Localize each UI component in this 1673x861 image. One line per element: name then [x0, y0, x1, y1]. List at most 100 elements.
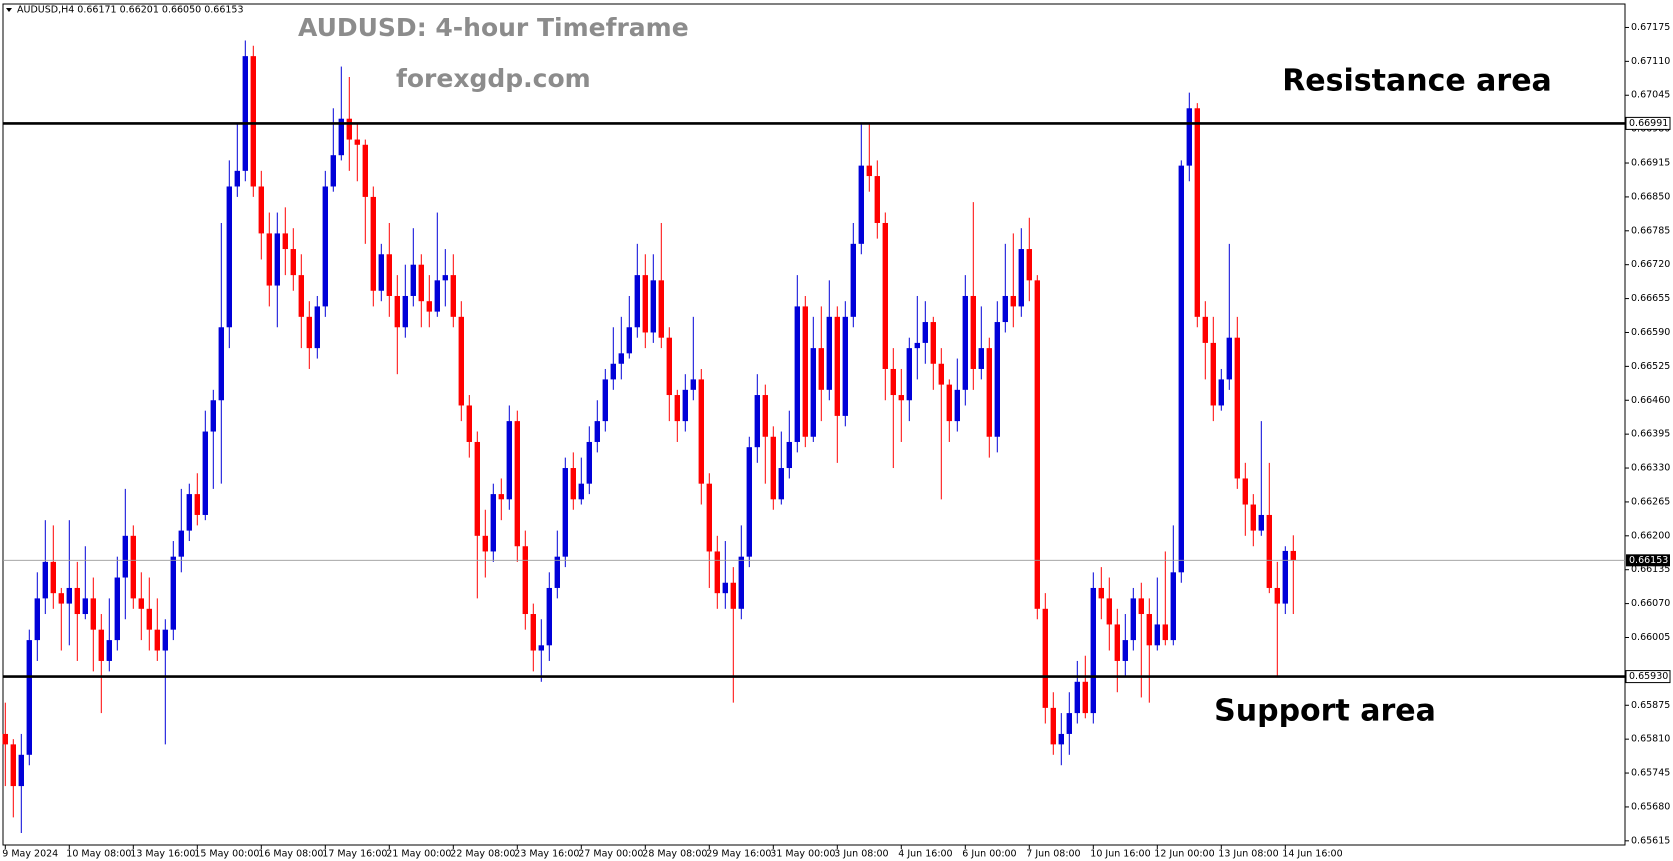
- candle-body: [26, 640, 32, 755]
- y-tick-label: 0.67045: [1631, 90, 1670, 101]
- candle-body: [962, 295, 968, 390]
- candle-body: [818, 348, 824, 390]
- y-tick-label: 0.66850: [1631, 191, 1670, 202]
- candle-body: [18, 754, 24, 787]
- x-tick-label: 3 Jun 08:00: [834, 849, 888, 860]
- candle-body: [794, 306, 800, 442]
- x-tick-label: 10 Jun 16:00: [1090, 849, 1150, 860]
- x-tick-label: 9 May 2024: [2, 849, 58, 860]
- candle-body: [594, 421, 600, 442]
- candle-body: [258, 186, 264, 234]
- candle-body: [1258, 514, 1264, 531]
- candle-body: [546, 587, 552, 646]
- chart-subtitle: forexgdp.com: [396, 64, 591, 93]
- candle-body: [1018, 249, 1024, 307]
- candle-body: [802, 306, 808, 437]
- x-tick-label: 17 May 16:00: [322, 849, 387, 860]
- candle-body: [530, 614, 536, 651]
- candle-body: [1210, 342, 1216, 406]
- candle-body: [618, 353, 624, 364]
- candle-body: [978, 348, 984, 369]
- x-tick-label: 22 May 08:00: [450, 849, 515, 860]
- y-tick-label: 0.66005: [1631, 632, 1670, 643]
- candle-body: [946, 384, 952, 422]
- axes-layer: 0.671750.671100.670450.669800.669150.668…: [2, 22, 1670, 860]
- candle-body: [226, 186, 232, 328]
- candle-body: [1058, 733, 1064, 745]
- candle-body: [306, 316, 312, 349]
- x-tick-label: 12 Jun 00:00: [1154, 849, 1214, 860]
- candle-body: [162, 629, 168, 651]
- x-tick-label: 4 Jun 16:00: [898, 849, 952, 860]
- candle-body: [842, 316, 848, 416]
- candle-body: [1082, 681, 1088, 714]
- candle-body: [746, 447, 752, 557]
- candle-body: [458, 316, 464, 406]
- candle-body: [602, 379, 608, 422]
- candle-body: [514, 421, 520, 547]
- candle-body: [890, 368, 896, 396]
- candle-body: [130, 535, 136, 599]
- candle-body: [722, 582, 728, 594]
- candle-body: [1282, 550, 1288, 604]
- candle-body: [370, 196, 376, 291]
- candle-body: [658, 280, 664, 338]
- candle-body: [954, 389, 960, 422]
- y-tick-label: 0.67110: [1631, 56, 1670, 67]
- candle-body: [986, 348, 992, 437]
- candle-body: [330, 155, 336, 187]
- candle-body: [826, 316, 832, 390]
- candle-body: [1162, 624, 1168, 641]
- y-tick-label: 0.65875: [1631, 700, 1670, 711]
- candle-body: [506, 421, 512, 500]
- candle-body: [1250, 504, 1256, 531]
- candle-body: [42, 561, 48, 599]
- candle-body: [666, 337, 672, 396]
- candle-body: [178, 530, 184, 557]
- x-tick-label: 13 Jun 08:00: [1218, 849, 1278, 860]
- candle-body: [578, 483, 584, 500]
- candle-body: [1010, 295, 1016, 307]
- candle-body: [410, 264, 416, 296]
- candle-body: [834, 316, 840, 416]
- candle-body: [66, 587, 72, 604]
- candle-body: [74, 587, 80, 615]
- candle-body: [194, 494, 200, 515]
- candle-body: [1130, 598, 1136, 641]
- y-tick-label: 0.65745: [1631, 768, 1670, 779]
- candle-body: [442, 275, 448, 281]
- candle-body: [378, 254, 384, 291]
- candle-body: [610, 363, 616, 380]
- candle-body: [770, 436, 776, 500]
- candle-body: [482, 535, 488, 552]
- candle-body: [1114, 624, 1120, 661]
- candle-body: [810, 348, 816, 437]
- candle-body: [642, 275, 648, 333]
- candle-body: [250, 56, 256, 187]
- candle-body: [2, 733, 8, 745]
- y-tick-label: 0.66135: [1631, 564, 1670, 575]
- candle-body: [426, 301, 432, 312]
- candle-body: [34, 598, 40, 641]
- candle-body: [1154, 624, 1160, 646]
- candle-body: [1074, 681, 1080, 714]
- candle-body: [922, 322, 928, 343]
- candle-body: [786, 441, 792, 469]
- candle-body: [114, 577, 120, 641]
- candle-body: [362, 144, 368, 197]
- level-label: 0.65930: [1629, 671, 1668, 682]
- y-tick-label: 0.66915: [1631, 158, 1670, 169]
- candle-body: [1194, 108, 1200, 317]
- candle-body: [402, 295, 408, 328]
- candle-body: [58, 593, 64, 604]
- candle-body: [1090, 587, 1096, 714]
- candle-body: [882, 222, 888, 369]
- candle-body: [1186, 108, 1192, 166]
- candle-body: [298, 275, 304, 317]
- candle-body: [354, 139, 360, 145]
- candle-body: [234, 170, 240, 187]
- candle-body: [866, 165, 872, 177]
- candle-body: [586, 441, 592, 484]
- candle-body: [1042, 608, 1048, 708]
